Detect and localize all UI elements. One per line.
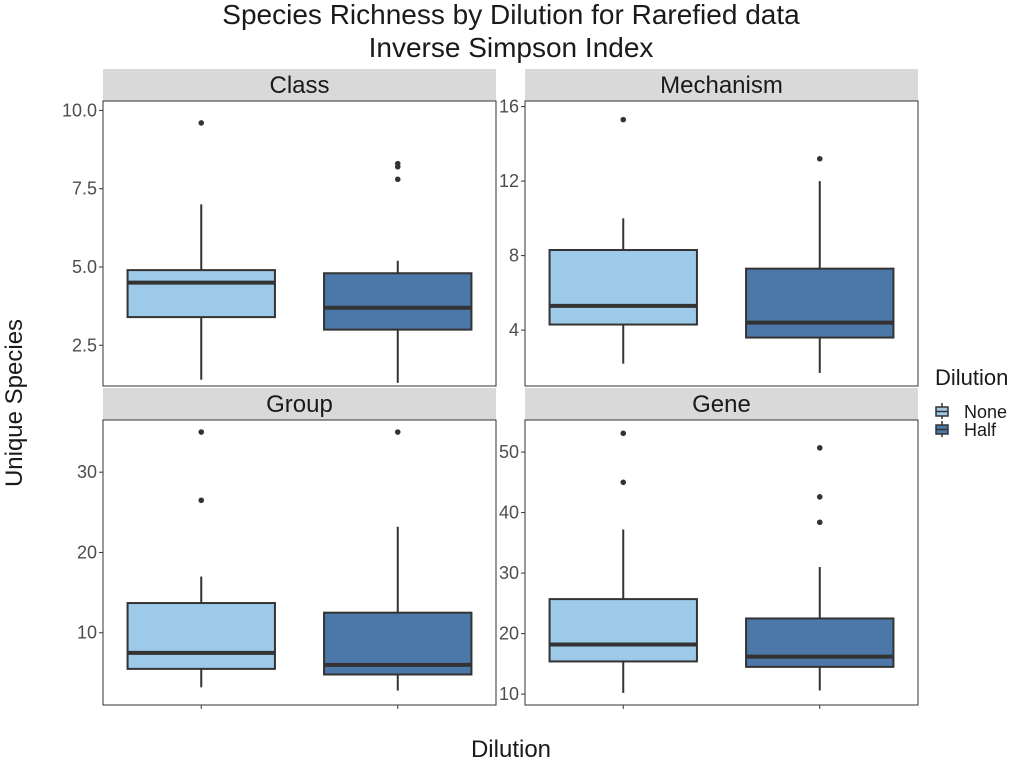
facet-mechanism: Mechanism 4 8 12 16 xyxy=(499,69,919,387)
x-axis-title: Dilution xyxy=(471,736,551,763)
box-iqr xyxy=(126,602,276,670)
outlier-point xyxy=(198,120,205,126)
outlier-point xyxy=(394,176,401,183)
box-none xyxy=(126,120,276,380)
legend-label: None xyxy=(964,402,1007,422)
facet-strip-label: Class xyxy=(269,72,329,99)
legend-item-half: Half xyxy=(935,420,997,440)
facet-strip xyxy=(525,69,918,101)
outlier-point xyxy=(394,163,401,170)
y-tick-label: 50 xyxy=(499,442,519,462)
box-none xyxy=(548,116,698,364)
y-tick-label: 2.5 xyxy=(72,335,97,355)
facet-strip xyxy=(525,388,918,420)
y-tick-label: 7.5 xyxy=(72,179,97,199)
legend-label: Half xyxy=(964,420,997,440)
outlier-point xyxy=(198,429,205,435)
box-half xyxy=(323,160,473,383)
box-iqr xyxy=(745,267,895,339)
y-tick-label: 20 xyxy=(77,542,97,562)
box-half xyxy=(745,445,895,691)
facet-gene: Gene 10 20 30 40 50 xyxy=(499,388,919,709)
y-tick-label: 30 xyxy=(77,462,97,482)
box-iqr xyxy=(548,598,698,663)
y-tick-label: 10 xyxy=(499,684,519,704)
outlier-point xyxy=(394,429,401,435)
box-iqr xyxy=(126,269,276,319)
legend-title: Dilution xyxy=(935,365,1008,390)
y-axis-title: Unique Species xyxy=(1,319,28,487)
box-iqr xyxy=(548,249,698,326)
y-tick-label: 40 xyxy=(499,503,519,523)
facet-strip-label: Gene xyxy=(692,391,751,418)
box-iqr xyxy=(745,617,895,668)
legend-item-none: None xyxy=(935,402,1007,422)
chart-subtitle: Inverse Simpson Index xyxy=(369,32,654,63)
outlier-point xyxy=(620,116,627,123)
chart-title: Species Richness by Dilution for Rarefie… xyxy=(222,0,800,30)
facet-panels: Class 2.5 5.0 7.5 10.0 Mechanism 4 8 12 16 Group 10… xyxy=(62,69,919,709)
panel-border xyxy=(524,100,919,387)
outlier-point xyxy=(620,479,627,486)
y-tick-label: 30 xyxy=(499,563,519,583)
facet-class: Class 2.5 5.0 7.5 10.0 xyxy=(62,69,497,387)
outlier-point xyxy=(816,494,823,500)
box-none xyxy=(548,430,698,693)
y-tick-label: 10.0 xyxy=(62,100,97,120)
facet-strip-label: Group xyxy=(266,391,333,418)
facet-strip-label: Mechanism xyxy=(660,72,783,99)
outlier-point xyxy=(816,519,823,526)
panel-border xyxy=(102,100,497,387)
outlier-point xyxy=(620,430,627,437)
y-tick-label: 10 xyxy=(77,623,97,643)
box-none xyxy=(126,429,276,688)
facet-strip xyxy=(103,69,496,101)
outlier-point xyxy=(816,155,823,162)
facet-strip xyxy=(103,388,496,420)
outlier-point xyxy=(816,445,823,451)
box-iqr xyxy=(323,272,473,331)
y-tick-label: 20 xyxy=(499,624,519,644)
y-tick-label: 8 xyxy=(509,246,519,266)
facet-group: Group 10 20 30 xyxy=(77,388,497,709)
y-tick-label: 16 xyxy=(499,97,519,117)
outlier-point xyxy=(198,497,205,504)
y-tick-label: 4 xyxy=(509,320,519,340)
y-tick-label: 5.0 xyxy=(72,257,97,277)
box-half xyxy=(745,155,895,373)
y-tick-label: 12 xyxy=(499,171,519,191)
box-half xyxy=(323,429,473,691)
